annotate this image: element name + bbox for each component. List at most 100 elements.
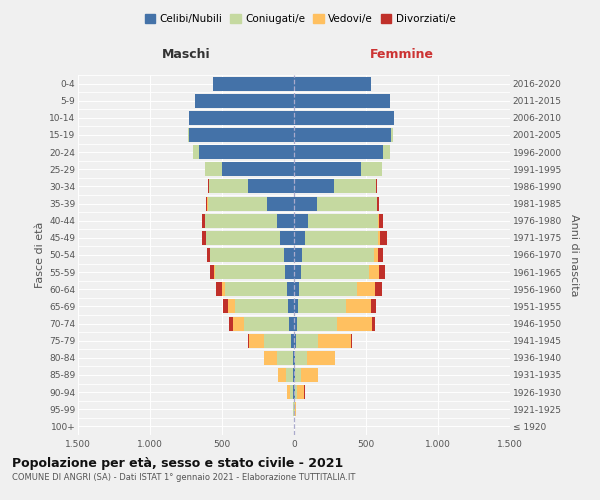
Text: Femmine: Femmine (370, 48, 434, 62)
Bar (205, 214, 277, 228)
Bar (208, 196, 268, 210)
Bar (294, 231, 305, 245)
Bar (188, 128, 189, 142)
Bar (295, 351, 307, 365)
Bar (378, 231, 380, 245)
Bar (205, 162, 222, 176)
Bar (291, 334, 294, 347)
Bar (294, 282, 299, 296)
Bar (301, 265, 370, 279)
Bar (379, 214, 383, 228)
Text: Maschi: Maschi (161, 48, 211, 62)
Bar (248, 180, 294, 194)
Bar (229, 316, 233, 330)
Bar (299, 282, 357, 296)
Bar (294, 94, 390, 108)
Bar (296, 334, 319, 347)
Y-axis label: Fasce di età: Fasce di età (35, 222, 45, 288)
Bar (294, 196, 317, 210)
Bar (298, 300, 346, 314)
Bar (211, 248, 284, 262)
Bar (307, 351, 335, 365)
Bar (194, 94, 294, 108)
Bar (287, 282, 294, 296)
Bar (302, 248, 374, 262)
Bar (294, 128, 391, 142)
Bar (223, 300, 228, 314)
Bar (287, 300, 294, 314)
Bar (293, 351, 294, 365)
Bar (377, 196, 379, 210)
Bar (294, 145, 383, 159)
Bar (222, 282, 225, 296)
Bar (301, 368, 317, 382)
Bar (371, 300, 376, 314)
Bar (294, 248, 302, 262)
Bar (277, 351, 293, 365)
Y-axis label: Anni di nascita: Anni di nascita (569, 214, 578, 296)
Bar (235, 300, 287, 314)
Bar (287, 385, 290, 399)
Bar (215, 265, 286, 279)
Bar (294, 162, 361, 176)
Bar (361, 162, 382, 176)
Bar (216, 282, 222, 296)
Bar (351, 334, 352, 347)
Bar (334, 180, 376, 194)
Bar (225, 282, 287, 296)
Bar (370, 265, 379, 279)
Bar (202, 231, 206, 245)
Bar (289, 316, 294, 330)
Bar (209, 180, 248, 194)
Bar (372, 316, 375, 330)
Bar (286, 265, 294, 279)
Bar (209, 265, 214, 279)
Bar (346, 300, 371, 314)
Bar (268, 196, 294, 210)
Bar (337, 316, 372, 330)
Text: COMUNE DI ANGRI (SA) - Dati ISTAT 1° gennaio 2021 - Elaborazione TUTTITALIA.IT: COMUNE DI ANGRI (SA) - Dati ISTAT 1° gen… (12, 472, 355, 482)
Bar (295, 385, 297, 399)
Bar (319, 334, 351, 347)
Bar (199, 145, 294, 159)
Bar (379, 265, 385, 279)
Bar (294, 214, 308, 228)
Bar (295, 368, 301, 382)
Bar (294, 111, 394, 125)
Bar (265, 351, 277, 365)
Bar (264, 334, 291, 347)
Bar (244, 316, 289, 330)
Bar (294, 180, 334, 194)
Bar (297, 316, 337, 330)
Bar (189, 128, 294, 142)
Bar (193, 145, 199, 159)
Bar (294, 265, 301, 279)
Bar (214, 76, 294, 90)
Bar (374, 248, 377, 262)
Bar (207, 248, 210, 262)
Legend: Celibi/Nubili, Coniugati/e, Vedovi/e, Divorziati/e: Celibi/Nubili, Coniugati/e, Vedovi/e, Di… (140, 10, 460, 29)
Bar (278, 368, 286, 382)
Bar (284, 248, 294, 262)
Bar (295, 402, 296, 416)
Bar (280, 231, 294, 245)
Bar (214, 265, 215, 279)
Bar (228, 300, 235, 314)
Bar (317, 196, 377, 210)
Bar (305, 231, 378, 245)
Bar (293, 385, 294, 399)
Bar (375, 282, 382, 296)
Bar (357, 282, 375, 296)
Bar (294, 368, 295, 382)
Bar (189, 111, 294, 125)
Bar (294, 316, 297, 330)
Bar (294, 76, 371, 90)
Bar (202, 214, 205, 228)
Bar (380, 231, 387, 245)
Bar (377, 248, 383, 262)
Bar (294, 351, 295, 365)
Bar (222, 162, 294, 176)
Bar (206, 231, 280, 245)
Bar (233, 316, 244, 330)
Bar (297, 385, 304, 399)
